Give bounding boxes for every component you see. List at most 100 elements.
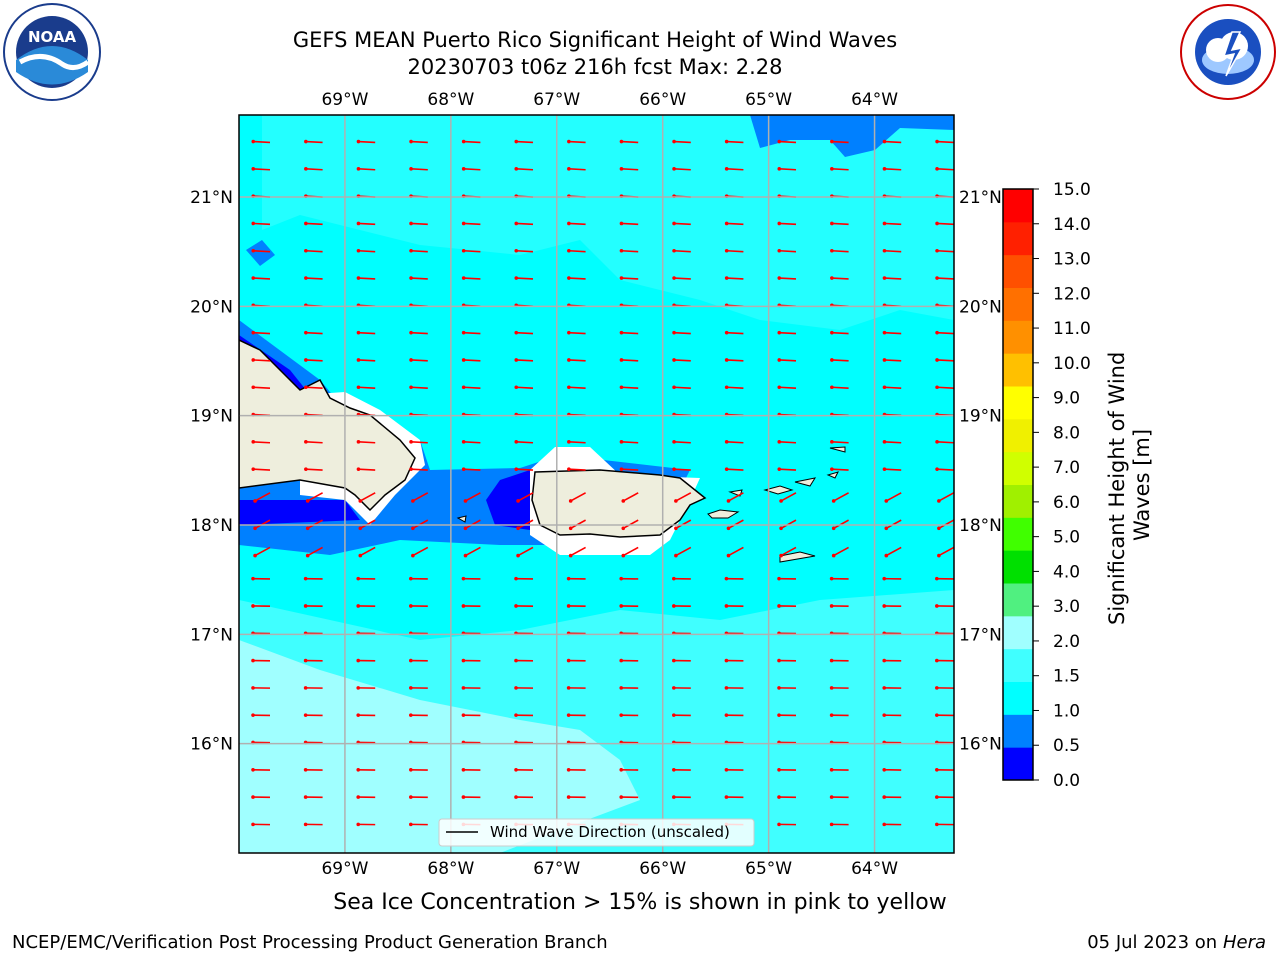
wave-direction-arrowhead [251, 139, 256, 144]
wave-direction-arrow [516, 140, 534, 144]
wave-direction-arrowhead [779, 499, 783, 503]
wave-direction-arrow [779, 168, 797, 171]
wave-direction-arrowhead [882, 713, 887, 717]
wave-direction-arrowhead [935, 822, 939, 827]
wave-direction-arrow [779, 222, 797, 226]
wave-direction-arrow [780, 492, 797, 502]
wave-direction-arrow [937, 249, 954, 253]
wave-direction-arrowhead [566, 604, 571, 608]
wave-direction-arrowhead [619, 686, 624, 690]
wave-direction-arrowhead [882, 139, 887, 144]
wave-direction-arrowhead [829, 822, 834, 827]
map-title-line2: 20230703 t06z 216h fcst Max: 2.28 [407, 55, 783, 79]
wave-direction-arrow [463, 468, 481, 471]
wave-direction-arrow [728, 492, 744, 502]
colorbar-tick-label: 15.0 [1053, 180, 1091, 200]
wave-direction-arrow [938, 546, 954, 557]
wave-direction-arrowhead [304, 139, 308, 144]
wave-direction-arrow [937, 168, 954, 171]
wave-direction-arrowhead [514, 248, 519, 253]
wave-direction-arrowhead [777, 686, 781, 690]
wave-direction-arrowhead [514, 604, 518, 608]
wave-direction-arrowhead [829, 576, 834, 581]
field-0.0-0.5-mona [486, 470, 530, 530]
colorbar-tick-label: 4.0 [1053, 562, 1080, 582]
wave-direction-arrowhead [358, 553, 363, 558]
wave-direction-arrowhead [619, 385, 624, 390]
wave-direction-arrow [780, 546, 797, 557]
wave-direction-arrow [884, 277, 902, 280]
wave-direction-arrow [937, 277, 954, 280]
wave-direction-arrowhead [619, 248, 624, 253]
wave-direction-arrowhead [461, 139, 466, 144]
island-anegada [829, 446, 846, 453]
wave-direction-arrow [674, 386, 691, 389]
wave-direction-arrow [305, 386, 323, 389]
colorbar-tick-label: 8.0 [1053, 423, 1080, 443]
wave-direction-arrowhead [935, 576, 939, 581]
colorbar-segment [1003, 320, 1033, 354]
wave-direction-arrowhead [724, 276, 729, 280]
wave-direction-arrowhead [461, 167, 466, 171]
wave-direction-arrow [831, 386, 849, 389]
wave-direction-arrowhead [777, 221, 782, 226]
wave-direction-arrow [884, 168, 902, 171]
wave-direction-arrowhead [356, 167, 361, 171]
wave-direction-arrowhead [777, 576, 781, 581]
wave-direction-arrowhead [935, 686, 939, 690]
wave-direction-arrow [411, 140, 428, 144]
wave-direction-arrow [833, 492, 849, 502]
field-0.0-0.5-sw [239, 500, 360, 525]
wave-direction-arrowhead [461, 713, 466, 717]
colorbar-segment [1003, 484, 1033, 518]
wave-direction-arrow [779, 249, 797, 253]
wave-direction-arrowhead [409, 467, 413, 471]
island-st-croix [779, 551, 816, 563]
colorbar-segment [1003, 221, 1033, 256]
wave-direction-arrow [675, 546, 692, 557]
wave-direction-arrowhead [674, 526, 678, 531]
lat-tick-label: 21°N [190, 188, 233, 208]
wave-direction-arrowhead [567, 358, 571, 362]
wave-direction-arrowhead [619, 330, 624, 335]
wave-direction-arrow [568, 359, 586, 362]
wave-direction-arrowhead [411, 499, 415, 503]
colorbar-tick-label: 11.0 [1053, 319, 1091, 339]
wave-direction-arrowhead [567, 276, 571, 280]
wave-direction-arrowhead [935, 604, 939, 608]
wave-direction-arrowhead [303, 767, 308, 772]
wave-direction-arrow [568, 331, 586, 335]
noaa-logo-text: NOAA [28, 28, 77, 46]
wave-direction-arrowhead [251, 822, 255, 827]
wave-direction-arrowhead [672, 248, 676, 253]
wave-direction-arrowhead [516, 526, 520, 531]
wave-direction-arrowhead [829, 795, 834, 799]
colorbar-segment [1003, 418, 1033, 453]
wave-direction-arrowhead [777, 467, 782, 471]
wave-direction-arrowhead [672, 167, 676, 171]
wave-direction-arrow [411, 168, 428, 171]
wave-direction-arrowhead [724, 440, 729, 444]
wave-direction-arrowhead [777, 822, 781, 827]
wave-direction-arrow [253, 359, 271, 362]
wave-direction-arrowhead [724, 330, 729, 335]
wave-direction-arrowhead [829, 713, 834, 717]
wave-direction-arrowhead [461, 795, 466, 799]
lon-labels-top: 69°W 68°W 67°W 66°W 65°W 64°W [321, 90, 898, 110]
wave-direction-arrowhead [935, 248, 939, 253]
lat-tick-label: 18°N [190, 516, 233, 536]
wave-direction-arrow [674, 468, 691, 471]
puerto-rico-land [531, 469, 707, 538]
wave-direction-arrow [726, 386, 744, 389]
wave-direction-arrowhead [829, 604, 834, 608]
wave-direction-arrowhead [567, 385, 571, 390]
lon-tick-label: 64°W [851, 90, 898, 110]
wave-direction-arrow [359, 492, 376, 502]
wave-direction-arrow [253, 441, 271, 444]
wave-direction-arrow [358, 468, 376, 471]
wave-direction-arrow [779, 277, 797, 280]
lon-tick-label: 66°W [639, 90, 686, 110]
wave-direction-arrowhead [567, 139, 571, 144]
wave-direction-arrow [305, 222, 323, 226]
